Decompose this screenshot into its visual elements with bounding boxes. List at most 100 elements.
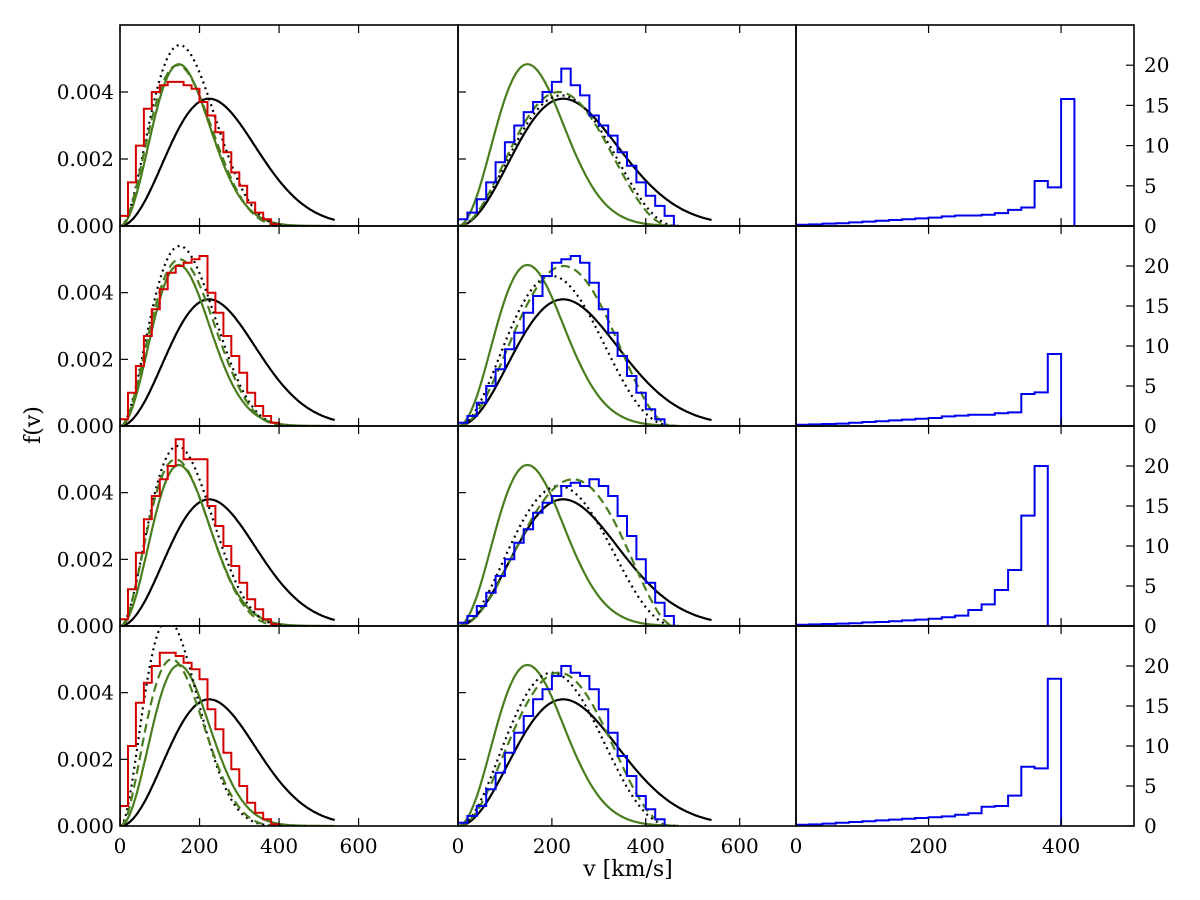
y-tick-label: 5: [1144, 574, 1157, 598]
y-tick-label: 10: [1144, 134, 1169, 158]
green-dashed-model-curve: [458, 264, 674, 426]
y-tick-label: 0.004: [57, 481, 114, 505]
blue-histogram: [458, 478, 675, 626]
y-tick-label: 0.002: [57, 147, 114, 171]
black-model-curve: [120, 498, 336, 626]
green-dashed-model-curve: [120, 458, 303, 626]
y-tick-label: 0: [1144, 614, 1157, 638]
panel-r2-left: [119, 225, 459, 427]
dotted-model-curve: [458, 671, 679, 826]
x-tick-label: 0: [452, 834, 465, 858]
blue-ratio-histogram: [796, 465, 1049, 626]
panel-r4-left: [119, 625, 459, 827]
y-tick-label: 15: [1144, 294, 1169, 318]
green-model-curve: [458, 663, 679, 826]
x-tick-label: 0: [114, 834, 127, 858]
black-model-curve: [120, 298, 336, 426]
x-tick-label: 400: [260, 834, 298, 858]
x-tick-label: 200: [180, 834, 218, 858]
y-tick-label: 0: [1144, 414, 1157, 438]
x-tick-label: 600: [339, 834, 377, 858]
y-tick-label: 0.004: [57, 681, 114, 705]
panel-frame: [457, 225, 797, 427]
black-model-curve: [458, 698, 712, 826]
panel-frame: [119, 425, 459, 627]
panel-frame: [795, 425, 1135, 627]
x-tick-label: 0: [790, 834, 803, 858]
panel-frame: [119, 625, 459, 827]
y-tick-label: 0.000: [57, 214, 114, 238]
y-tick-label: 20: [1144, 254, 1169, 278]
y-tick-label: 0.000: [57, 614, 114, 638]
y-tick-label: 0.004: [57, 80, 114, 104]
tick-labels: 0.000 0.002 0.004 0 5 10 15 20 0.000 0.002 0.004 0 5…: [57, 53, 1170, 858]
black-model-curve: [458, 97, 712, 226]
y-tick-label: 5: [1144, 174, 1157, 198]
y-tick-label: 20: [1144, 454, 1169, 478]
y-tick-label: 10: [1144, 734, 1169, 758]
panel-r2-middle: [457, 225, 797, 427]
green-model-curve: [458, 463, 679, 626]
y-axis-label: f(v): [21, 406, 46, 444]
axis-ticks: [119, 25, 1134, 827]
x-tick-label: 600: [721, 834, 759, 858]
dotted-model-curve: [458, 484, 679, 626]
panel-r3-middle: [457, 425, 797, 627]
green-dashed-model-curve: [458, 478, 675, 626]
panel-frame: [795, 225, 1135, 427]
x-tick-label: 200: [909, 834, 947, 858]
y-tick-label: 15: [1144, 494, 1169, 518]
green-dashed-model-curve: [458, 90, 674, 226]
x-axis-label: v [km/s]: [582, 857, 672, 882]
panel-r4-right: [795, 625, 1135, 827]
y-tick-label: 5: [1144, 374, 1157, 398]
green-model-curve: [458, 263, 679, 426]
y-tick-label: 0.000: [57, 414, 114, 438]
red-histogram: [120, 80, 281, 226]
green-model-curve: [120, 63, 335, 226]
y-tick-label: 0: [1144, 814, 1157, 838]
y-tick-label: 20: [1144, 53, 1169, 77]
blue-histogram: [458, 67, 675, 226]
panel-frame: [457, 625, 797, 827]
red-histogram: [120, 255, 281, 426]
panel-frame: [795, 24, 1135, 227]
black-model-curve: [120, 698, 336, 826]
black-model-curve: [120, 97, 336, 226]
y-tick-label: 15: [1144, 93, 1169, 117]
blue-ratio-histogram: [796, 98, 1076, 226]
black-model-curve: [458, 298, 712, 426]
green-model-curve: [120, 263, 335, 426]
panel-frame: [457, 24, 797, 227]
panel-r1-middle: [457, 24, 797, 227]
y-tick-label: 0.004: [57, 281, 114, 305]
y-tick-label: 15: [1144, 694, 1169, 718]
y-tick-label: 0.000: [57, 814, 114, 838]
panel-frame: [795, 625, 1135, 827]
y-tick-label: 5: [1144, 774, 1157, 798]
red-histogram: [120, 651, 281, 826]
y-tick-label: 0.002: [57, 747, 114, 771]
panel-r3-left: [119, 425, 459, 627]
blue-histogram: [458, 255, 666, 426]
y-tick-label: 10: [1144, 334, 1169, 358]
green-dashed-model-curve: [120, 258, 303, 426]
panel-r4-middle: [457, 625, 797, 827]
black-model-curve: [458, 498, 712, 626]
y-tick-label: 20: [1144, 654, 1169, 678]
x-tick-label: 400: [627, 834, 665, 858]
panel-frame: [119, 24, 459, 227]
y-tick-label: 10: [1144, 534, 1169, 558]
blue-histogram: [458, 665, 666, 826]
x-tick-label: 400: [1042, 834, 1080, 858]
blue-ratio-histogram: [796, 353, 1063, 426]
green-model-curve: [458, 63, 679, 226]
green-model-curve: [120, 663, 335, 826]
y-tick-label: 0.002: [57, 347, 114, 371]
red-histogram: [120, 438, 281, 626]
panel-grid: [119, 24, 1135, 827]
y-tick-label: 0.002: [57, 547, 114, 571]
panel-frame: [119, 225, 459, 427]
blue-ratio-histogram: [796, 677, 1063, 826]
